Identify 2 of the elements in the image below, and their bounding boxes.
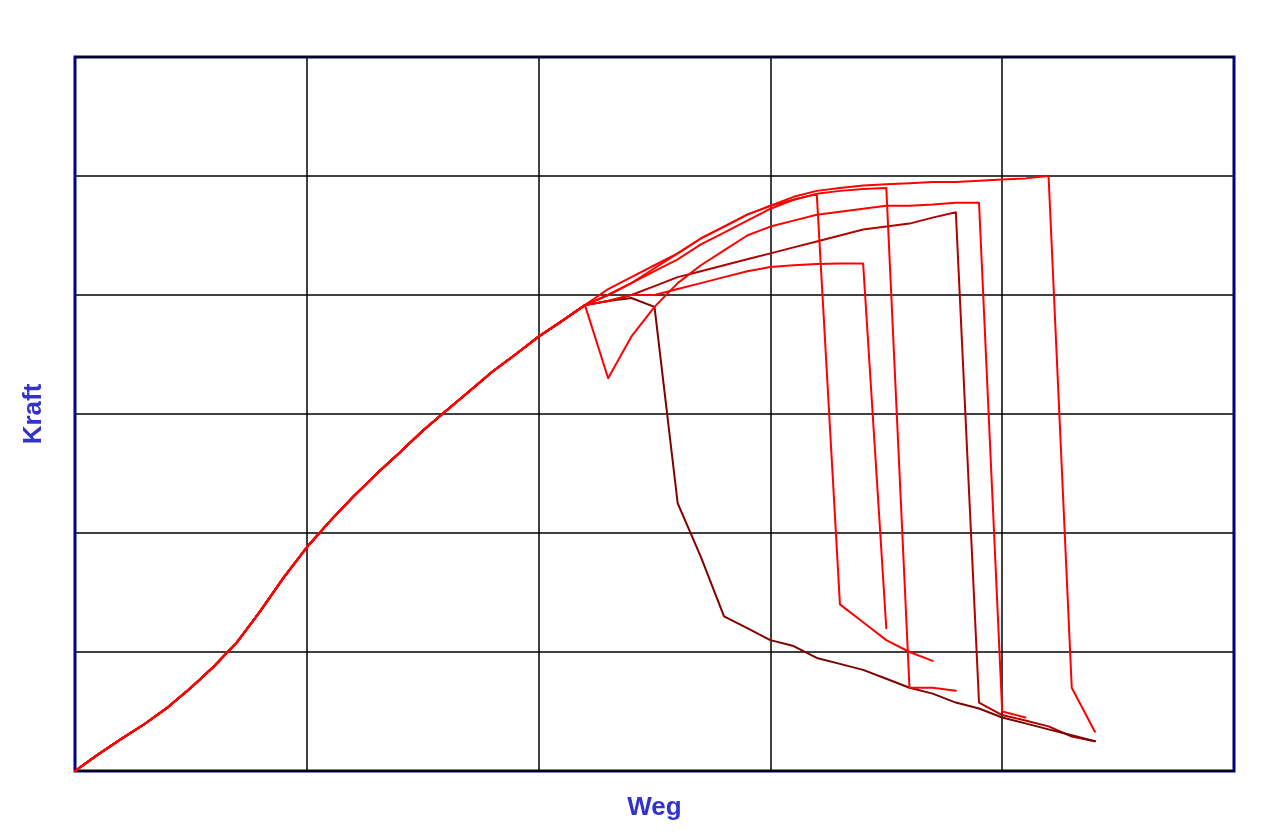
x-axis-title: Weg: [627, 791, 682, 821]
y-axis-title: Kraft: [17, 383, 47, 445]
